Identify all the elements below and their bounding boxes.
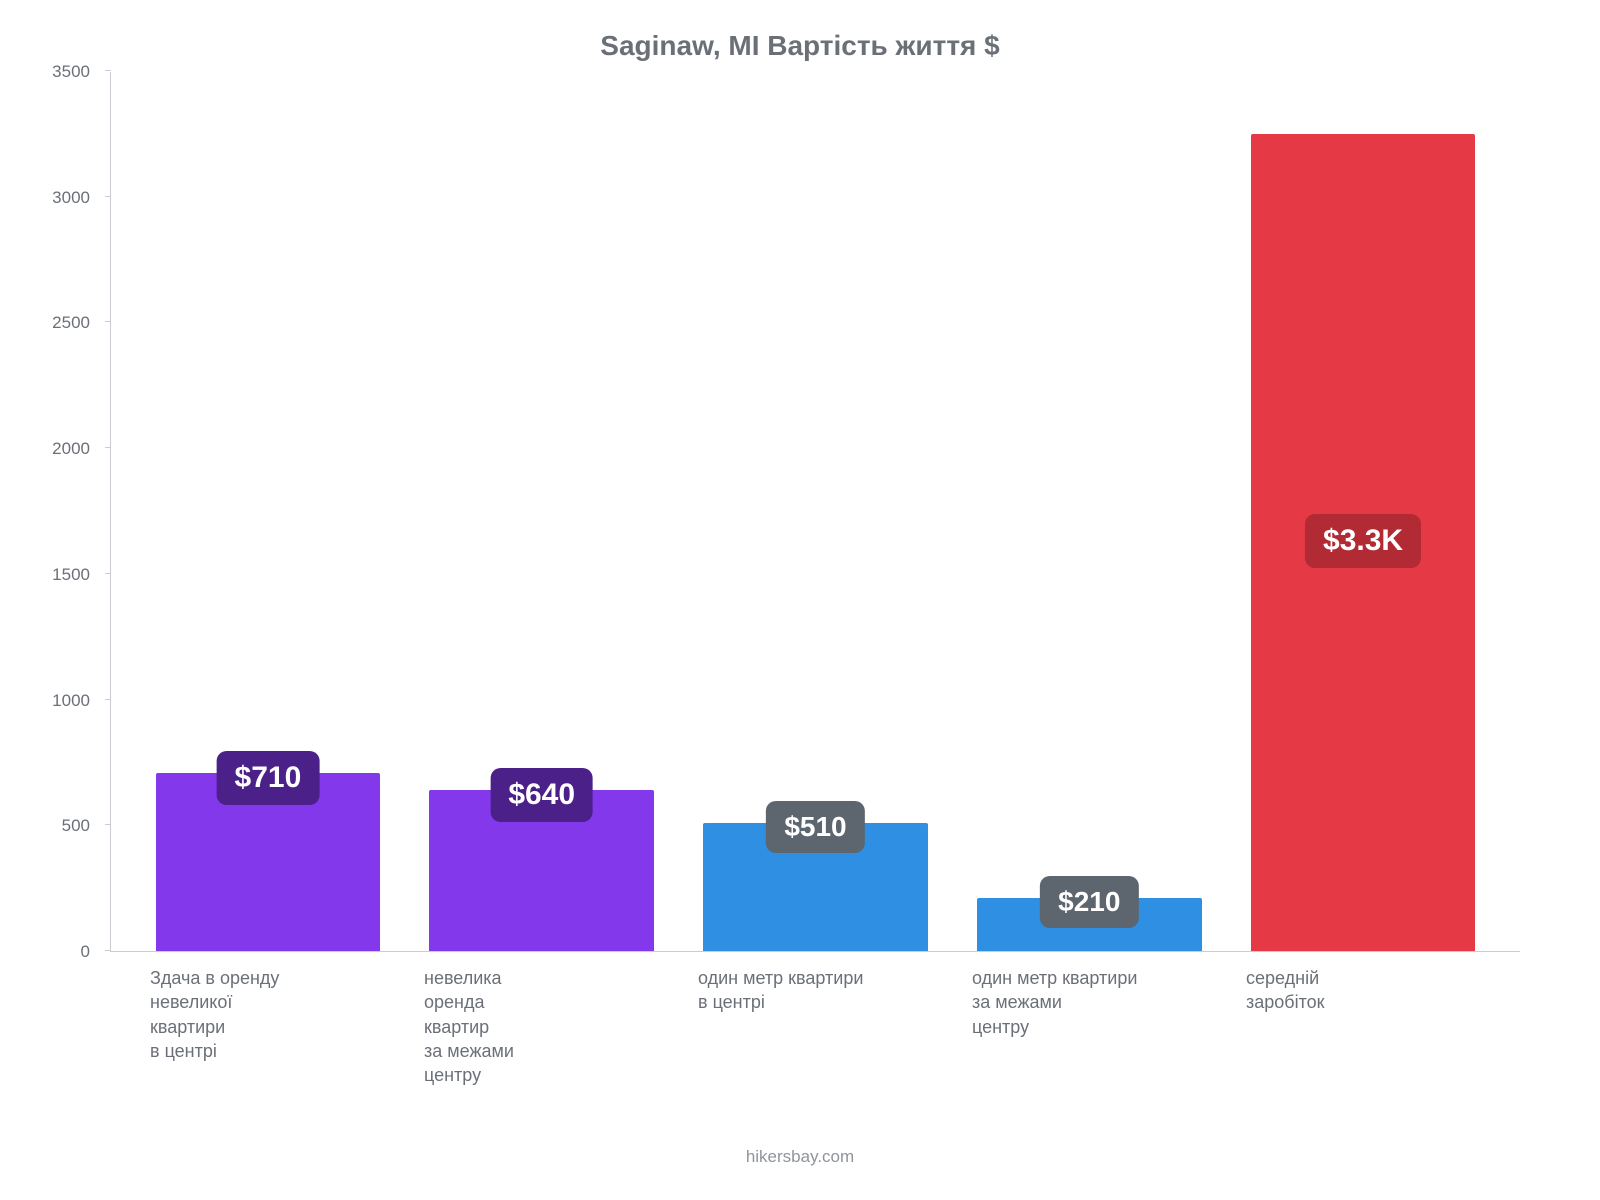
bar: $710 xyxy=(156,773,381,952)
bar: $3.3K xyxy=(1251,134,1476,951)
bar: $210 xyxy=(977,898,1202,951)
y-tick-label: 500 xyxy=(30,816,90,836)
y-tick-label: 3500 xyxy=(30,62,90,82)
y-tick-label: 3000 xyxy=(30,188,90,208)
y-tick-mark xyxy=(105,573,111,574)
x-axis-labels: Здача в оренду невеликої квартири в цент… xyxy=(110,952,1520,1087)
chart-footer: hikersbay.com xyxy=(40,1147,1560,1167)
y-tick-mark xyxy=(105,70,111,71)
y-tick-label: 1000 xyxy=(30,691,90,711)
bars-row: $710 $640 $510 $210 $3.3K xyxy=(111,72,1520,951)
y-tick-mark xyxy=(105,447,111,448)
bar: $640 xyxy=(429,790,654,951)
bar: $510 xyxy=(703,823,928,951)
value-badge: $3.3K xyxy=(1305,514,1421,568)
y-tick-mark xyxy=(105,321,111,322)
y-axis: 0500100015002000250030003500 xyxy=(40,72,100,952)
y-tick-mark xyxy=(105,950,111,951)
bar-slot: $640 xyxy=(405,72,679,951)
bar-slot: $510 xyxy=(679,72,953,951)
plot-area: $710 $640 $510 $210 $3.3K xyxy=(110,72,1520,952)
x-axis-label: невелика оренда квартир за межами центру xyxy=(404,966,678,1087)
value-badge: $210 xyxy=(1040,876,1138,928)
bar-slot: $710 xyxy=(131,72,405,951)
bar-slot: $210 xyxy=(952,72,1226,951)
chart-container: Saginaw, MI Вартість життя $ 05001000150… xyxy=(0,0,1600,1200)
x-axis-label: середній заробіток xyxy=(1226,966,1500,1087)
y-tick-label: 0 xyxy=(30,942,90,962)
plot-wrapper: 0500100015002000250030003500 $710$640$51… xyxy=(110,72,1520,952)
x-axis-label: один метр квартири за межами центру xyxy=(952,966,1226,1087)
y-tick-mark xyxy=(105,196,111,197)
y-tick-label: 2000 xyxy=(30,439,90,459)
y-tick-mark xyxy=(105,699,111,700)
value-badge: $640 xyxy=(490,768,593,822)
y-tick-mark xyxy=(105,824,111,825)
value-badge: $710 xyxy=(217,751,320,805)
chart-title: Saginaw, MI Вартість життя $ xyxy=(40,30,1560,62)
x-axis-label: один метр квартири в центрі xyxy=(678,966,952,1087)
y-tick-label: 2500 xyxy=(30,313,90,333)
y-tick-label: 1500 xyxy=(30,565,90,585)
bar-slot: $3.3K xyxy=(1226,72,1500,951)
x-axis-label: Здача в оренду невеликої квартири в цент… xyxy=(130,966,404,1087)
value-badge: $510 xyxy=(766,801,864,853)
